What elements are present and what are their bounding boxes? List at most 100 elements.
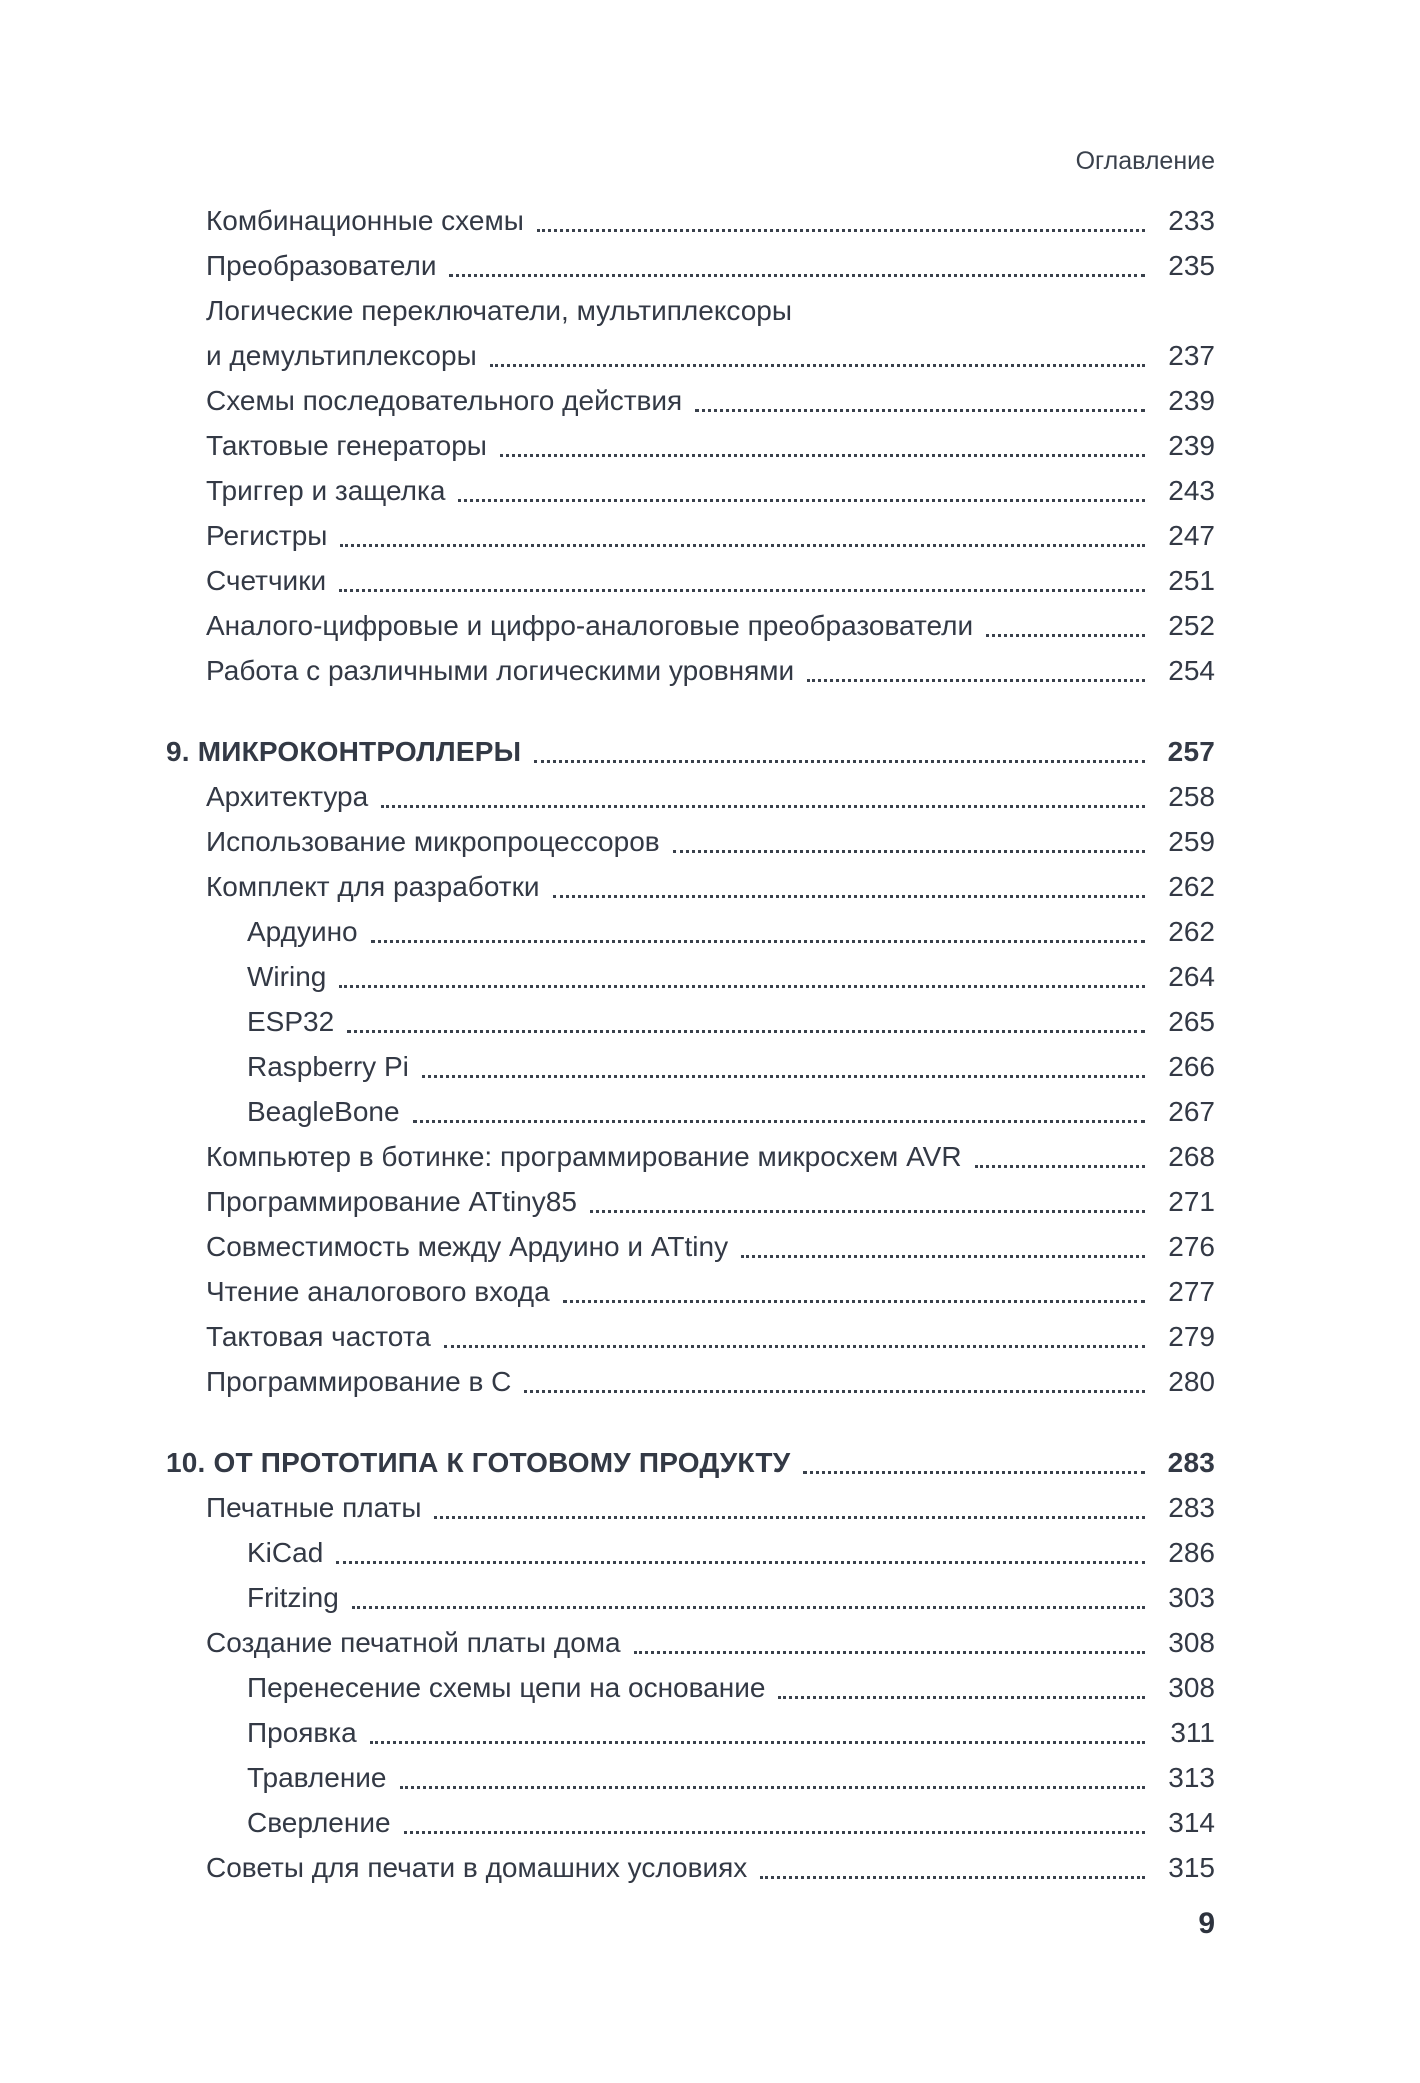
toc-entry-label: Использование микропроцессоров [206,826,660,857]
toc-entry-label: Тактовые генераторы [206,430,487,461]
toc-entry-label: Тактовая частота [206,1321,431,1352]
toc-entry-label: Схемы последовательного действия [206,385,683,416]
toc-page-number: 271 [1168,1186,1215,1217]
toc-page-number: 247 [1168,520,1215,551]
toc-entry-label: Аналого-цифровые и цифро-аналоговые прео… [206,610,974,641]
dot-leader [536,229,1145,232]
toc-row: Комплект для разработки 262 [166,864,1215,909]
dot-leader [339,589,1145,592]
toc-row: Комбинационные схемы 233 [166,198,1215,243]
toc-page-number: 259 [1168,826,1215,857]
toc-entry-label: Работа с различными логическими уровнями [206,655,795,686]
toc-row: Совместимость между Ардуино и ATtiny 276 [166,1224,1215,1269]
dot-leader [339,985,1145,988]
toc-row: Архитектура 258 [166,774,1215,819]
toc-page-number: 268 [1168,1141,1215,1172]
toc-page-number: 264 [1168,961,1215,992]
toc-page-number: 233 [1168,205,1215,236]
dot-leader [381,805,1145,808]
toc-page-number: 266 [1168,1051,1215,1082]
toc-entry-label: Сверление [247,1807,391,1838]
dot-leader [336,1561,1145,1564]
toc-row: Проявка 311 [166,1710,1215,1755]
toc-page-number: 239 [1168,430,1215,461]
running-header: Оглавление [1075,147,1215,175]
dot-leader [412,1120,1145,1123]
toc-row: Схемы последовательного действия 239 [166,378,1215,423]
toc-page-number: 239 [1168,385,1215,416]
toc-page-number: 265 [1168,1006,1215,1037]
toc-row: Травление 313 [166,1755,1215,1800]
toc-entry-label: 9. МИКРОКОНТРОЛЛЕРЫ [166,736,522,767]
dot-leader [369,1741,1145,1744]
dot-leader [347,1030,1145,1033]
dot-leader [534,760,1145,763]
toc-entry-label: Печатные платы [206,1492,422,1523]
toc-row: KiCad 286 [166,1530,1215,1575]
toc-page-number: 279 [1168,1321,1215,1352]
toc-row: Перенесение схемы цепи на основание 308 [166,1665,1215,1710]
toc-page-number: 303 [1168,1582,1215,1613]
toc-page-number: 283 [1167,1447,1215,1478]
toc-entry-label: Чтение аналогового входа [206,1276,550,1307]
toc-row: Ардуино 262 [166,909,1215,954]
toc-entry-label: Логические переключатели, мультиплексоры [206,295,792,326]
toc-list: Комбинационные схемы 233 Преобразователи 23… [166,198,1215,1890]
toc-page-number: 262 [1168,871,1215,902]
toc-row: Работа с различными логическими уровнями… [166,648,1215,693]
dot-leader [803,1471,1145,1474]
dot-leader [524,1390,1145,1393]
toc-row: Тактовая частота 279 [166,1314,1215,1359]
dot-leader [458,499,1145,502]
toc-page-number: 254 [1168,655,1215,686]
toc-page-number: 243 [1168,475,1215,506]
toc-entry-label: Советы для печати в домашних условиях [206,1852,748,1883]
toc-row: Преобразователи 235 [166,243,1215,288]
toc-row: ESP32 265 [166,999,1215,1044]
toc-entry-label: Программирование ATtiny85 [206,1186,577,1217]
toc-page-number: 251 [1168,565,1215,596]
toc-entry-label: Создание печатной платы дома [206,1627,621,1658]
toc-row: Тактовые генераторы 239 [166,423,1215,468]
toc-page-number: 258 [1168,781,1215,812]
toc-row: Программирование в C 280 [166,1359,1215,1404]
dot-leader [741,1255,1145,1258]
toc-entry-label: Архитектура [206,781,369,812]
toc-row: и демультиплексоры 237 [166,333,1215,378]
dot-leader [695,409,1145,412]
toc-entry-label: Счетчики [206,565,327,596]
toc-entry-label: Проявка [247,1717,357,1748]
toc-row: BeagleBone 267 [166,1089,1215,1134]
toc-page-number: 235 [1168,250,1215,281]
toc-entry-label: KiCad [247,1537,324,1568]
toc-entry-label: Wiring [247,961,327,992]
toc-entry-label: Fritzing [247,1582,339,1613]
toc-row: Raspberry Pi 266 [166,1044,1215,1089]
toc-page-number: 257 [1167,736,1215,767]
toc-page-number: 286 [1168,1537,1215,1568]
toc-row: Советы для печати в домашних условиях 315 [166,1845,1215,1890]
dot-leader [499,454,1145,457]
dot-leader [449,274,1145,277]
dot-leader [986,634,1145,637]
toc-row: Триггер и защелка 243 [166,468,1215,513]
dot-leader [421,1075,1145,1078]
dot-leader [399,1786,1145,1789]
dot-leader [760,1876,1145,1879]
dot-leader [552,895,1145,898]
dot-leader [807,679,1145,682]
toc-chapter-row: 10. ОТ ПРОТОТИПА К ГОТОВОМУ ПРОДУКТУ 283 [166,1440,1215,1485]
dot-leader [633,1651,1145,1654]
dot-leader [974,1165,1145,1168]
toc-chapter-row: 9. МИКРОКОНТРОЛЛЕРЫ 257 [166,729,1215,774]
page-number-footer: 9 [1198,1907,1215,1940]
toc-page-number: 283 [1168,1492,1215,1523]
toc-page-number: 308 [1168,1672,1215,1703]
toc-page-number: 314 [1168,1807,1215,1838]
toc-page-number: 252 [1168,610,1215,641]
toc-row: Использование микропроцессоров 259 [166,819,1215,864]
toc-page-number: 262 [1168,916,1215,947]
toc-page-number: 237 [1168,340,1215,371]
toc-page-number: 276 [1168,1231,1215,1262]
toc-entry-label: Компьютер в ботинке: программирование ми… [206,1141,962,1172]
